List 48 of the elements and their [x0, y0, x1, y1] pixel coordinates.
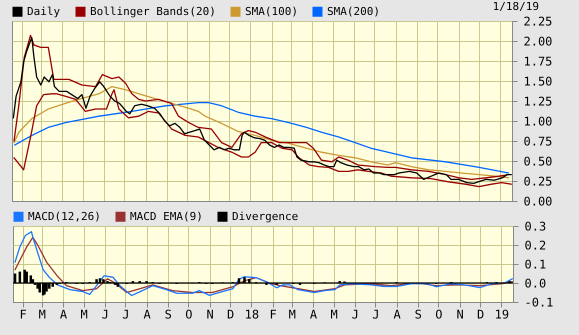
x-tick-label: J	[352, 308, 359, 322]
x-tick-label: N	[206, 308, 214, 322]
x-tick-label: A	[393, 308, 402, 322]
x-tick-label: M	[330, 308, 338, 322]
y-tick-label: -0.1	[524, 296, 554, 310]
legend-label: Divergence	[232, 210, 298, 223]
y-tick-label: 0.50	[524, 154, 552, 168]
x-tick-label: D	[477, 308, 484, 322]
y-tick-label: 0.75	[524, 134, 552, 148]
y-tick-label: 1.50	[524, 74, 552, 88]
x-tick-label: D	[227, 308, 234, 322]
x-tick-label: 18	[244, 308, 260, 322]
legend-label: MACD EMA(9)	[130, 210, 203, 223]
x-tick-label: A	[60, 308, 68, 322]
y-tick-label: 1.75	[524, 54, 552, 68]
x-tick-label: F	[19, 308, 27, 322]
x-tick-label: S	[414, 308, 422, 322]
x-tick-label: O	[185, 308, 192, 322]
x-tick-label: A	[310, 308, 318, 322]
y-tick-label: 1.25	[524, 94, 552, 108]
x-tick-label: J	[122, 308, 130, 322]
x-tick-label: 19	[494, 308, 510, 322]
legend-label: Daily	[27, 4, 60, 18]
x-tick-label: S	[164, 308, 172, 322]
x-tick-label: J	[372, 308, 380, 322]
legend-label: Bollinger Bands(20)	[90, 4, 216, 18]
x-tick-label: M	[288, 308, 296, 322]
y-tick-label: 0.3	[524, 220, 546, 234]
x-tick-label: F	[269, 308, 277, 322]
legend-label: SMA(100)	[245, 4, 298, 18]
y-tick-label: 0.00	[524, 194, 552, 208]
text: 1/18/19	[492, 0, 539, 13]
y-tick-label: 0.1	[524, 258, 546, 272]
y-tick-label: 2.25	[524, 14, 552, 28]
legend-label: SMA(200)	[327, 4, 380, 18]
x-tick-label: J	[102, 308, 109, 322]
y-tick-label: 2.00	[524, 34, 552, 48]
x-tick-label: N	[456, 308, 464, 322]
legend-label: MACD(12,26)	[28, 210, 101, 223]
x-tick-label: M	[38, 308, 46, 322]
y-tick-label: 0.25	[524, 174, 552, 188]
x-tick-label: M	[80, 308, 88, 322]
y-tick-label: 1.00	[524, 114, 552, 128]
line-series	[14, 102, 510, 174]
x-tick-label: O	[435, 308, 442, 322]
y-tick-label: 0.0	[524, 276, 546, 290]
x-tick-label: A	[143, 308, 152, 322]
y-tick-label: 0.2	[524, 238, 546, 252]
